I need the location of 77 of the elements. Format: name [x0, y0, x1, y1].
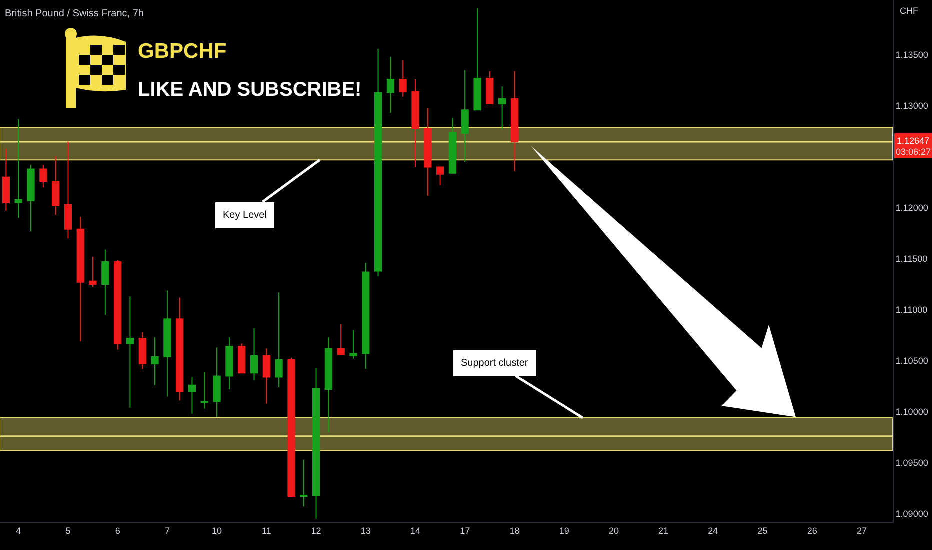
candlestick [300, 459, 308, 508]
candlestick [200, 372, 208, 410]
candlestick [474, 8, 482, 111]
x-tick-label: 25 [758, 526, 768, 536]
y-tick-label: 1.11500 [896, 254, 928, 264]
candlestick [510, 70, 519, 172]
x-tick-label: 26 [807, 526, 818, 536]
candlestick [461, 70, 469, 163]
ref-line-label: 1.12647 [897, 136, 930, 146]
annotation: LIKE AND SUBSCRIBE! [138, 79, 362, 101]
text: British Pound / Swiss Franc, 7h [5, 8, 144, 20]
x-tick-label: 7 [164, 526, 170, 536]
candlestick [126, 296, 134, 408]
x-tick-label: 20 [608, 526, 619, 536]
candlestick [27, 164, 35, 232]
band-label: Key Level [223, 210, 267, 221]
candlestick [250, 328, 258, 381]
candlestick [52, 155, 60, 216]
candlestick [312, 368, 320, 520]
candlestick [362, 262, 370, 370]
candlestick [262, 348, 270, 404]
candlestick [486, 70, 494, 104]
candlestick [176, 297, 184, 402]
y-tick-label: 1.11000 [896, 305, 928, 316]
x-tick-label: 10 [212, 526, 222, 536]
candlestick [424, 108, 432, 196]
candlestick [151, 336, 159, 386]
candlestick [2, 148, 10, 212]
candlestick [213, 347, 221, 418]
x-tick-label: 12 [311, 526, 322, 536]
x-tick-label: 21 [658, 526, 669, 536]
candlestick [412, 79, 420, 168]
y-tick-label: 1.12000 [896, 203, 928, 214]
y-tick-label: 1.13000 [896, 101, 928, 112]
y-tick-label: 1.13500 [896, 50, 928, 60]
candlestick [448, 118, 456, 174]
candlestick [337, 324, 345, 356]
band-label: Support cluster [461, 358, 529, 369]
x-tick-label: 24 [708, 526, 718, 536]
candlestick [275, 292, 283, 388]
candlestick [114, 259, 122, 350]
candlestick [324, 336, 332, 433]
x-tick-label: 13 [360, 526, 371, 536]
candlestick [188, 376, 196, 414]
candlestick [374, 48, 382, 277]
candlestick [238, 343, 246, 374]
y-axis-title: CHF [900, 6, 919, 16]
candlestick [138, 332, 146, 370]
y-tick-label: 1.09000 [896, 508, 928, 519]
x-tick-label: 11 [262, 526, 272, 536]
x-tick-label: 17 [460, 526, 470, 536]
candlestick [226, 336, 234, 390]
candlestick [164, 290, 172, 398]
candlestick [64, 141, 72, 240]
x-tick-label: 14 [410, 526, 420, 536]
candlestick [498, 86, 506, 130]
candlestick [102, 249, 110, 316]
candlestick [14, 118, 22, 219]
candlestick [288, 357, 296, 498]
annotation: 03:06:27 [896, 147, 932, 157]
candlestick [350, 330, 358, 360]
x-tick-label: 6 [115, 526, 120, 536]
candlestick [399, 60, 407, 98]
candlestick [76, 216, 84, 342]
candlestick [40, 164, 48, 188]
x-tick-label: 19 [559, 526, 570, 536]
x-tick-label: 18 [510, 526, 520, 536]
y-tick-label: 1.10500 [896, 356, 928, 366]
x-tick-label: 4 [16, 526, 22, 536]
candlestick [436, 166, 444, 186]
candlestick [386, 56, 394, 114]
x-tick-label: 27 [856, 526, 867, 536]
x-tick-label: 5 [66, 526, 71, 536]
y-tick-label: 1.09500 [896, 458, 928, 468]
text: GBPCHF [138, 40, 227, 63]
y-tick-label: 1.10000 [896, 407, 928, 418]
candlestick [89, 256, 97, 288]
